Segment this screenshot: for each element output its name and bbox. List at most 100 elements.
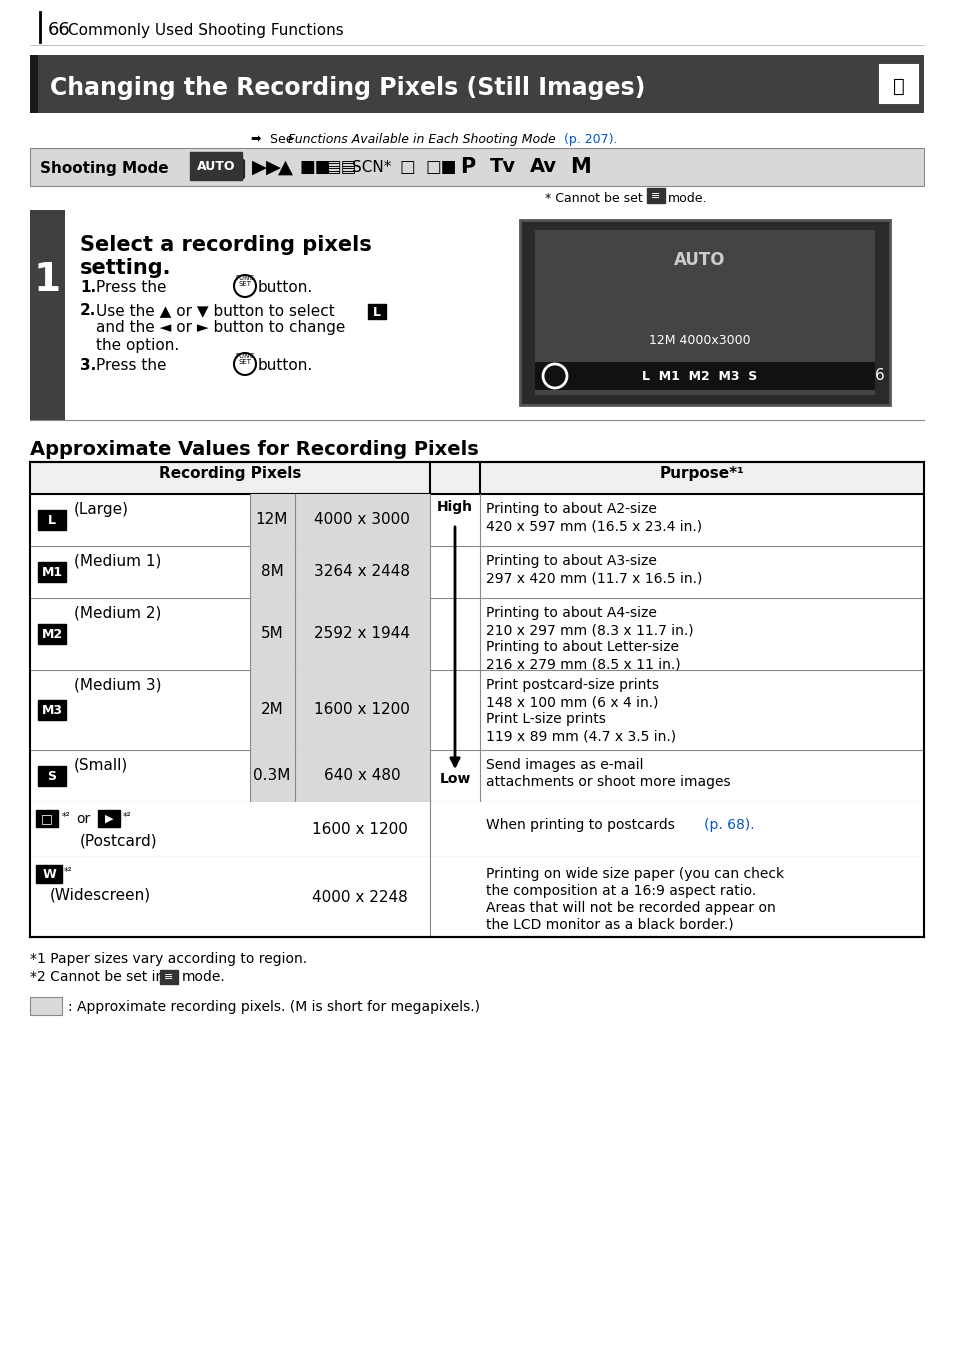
Text: L: L xyxy=(373,305,380,319)
Bar xyxy=(30,55,38,113)
Bar xyxy=(36,810,58,827)
Text: or: or xyxy=(76,812,91,826)
Text: Use the ▲ or ▼ button to select: Use the ▲ or ▼ button to select xyxy=(96,303,335,317)
Text: AUTO: AUTO xyxy=(194,161,242,176)
Bar xyxy=(250,751,430,802)
Text: *2 Cannot be set in: *2 Cannot be set in xyxy=(30,970,164,985)
Text: Press the: Press the xyxy=(96,280,167,295)
Text: and the ◄ or ► button to change: and the ◄ or ► button to change xyxy=(96,320,345,335)
Text: FUNC
SET: FUNC SET xyxy=(235,352,254,366)
Text: the option.: the option. xyxy=(96,338,179,352)
Bar xyxy=(98,810,120,827)
Text: S: S xyxy=(48,769,56,783)
Text: the composition at a 16:9 aspect ratio.: the composition at a 16:9 aspect ratio. xyxy=(485,884,756,898)
Text: (p. 207).: (p. 207). xyxy=(559,133,617,147)
Text: (Postcard): (Postcard) xyxy=(80,834,157,849)
Bar xyxy=(30,802,923,857)
Text: 66: 66 xyxy=(48,22,71,39)
Text: ▲: ▲ xyxy=(277,157,293,176)
Text: Printing to about A3-size: Printing to about A3-size xyxy=(485,554,657,568)
Text: Recording Pixels: Recording Pixels xyxy=(158,465,301,482)
Text: M1: M1 xyxy=(41,565,63,578)
Bar xyxy=(250,670,430,751)
Text: (Medium 2): (Medium 2) xyxy=(74,607,161,621)
Bar xyxy=(30,857,923,937)
Text: Printing on wide size paper (you can check: Printing on wide size paper (you can che… xyxy=(485,868,783,881)
Text: ➡: ➡ xyxy=(250,133,260,147)
Text: : Approximate recording pixels. (M is short for megapixels.): : Approximate recording pixels. (M is sh… xyxy=(68,999,479,1014)
Text: attachments or shoot more images: attachments or shoot more images xyxy=(485,775,730,790)
Text: Approximate Values for Recording Pixels: Approximate Values for Recording Pixels xyxy=(30,440,478,459)
Bar xyxy=(30,997,62,1015)
Text: Printing to about A4-size: Printing to about A4-size xyxy=(485,607,657,620)
Text: Print L-size prints: Print L-size prints xyxy=(485,712,605,726)
Text: the LCD monitor as a black border.): the LCD monitor as a black border.) xyxy=(485,919,733,932)
Text: ▶▶: ▶▶ xyxy=(252,157,282,176)
Bar xyxy=(30,55,923,113)
Text: L: L xyxy=(48,514,56,526)
Text: * Cannot be set in: * Cannot be set in xyxy=(544,192,658,204)
Text: Press the: Press the xyxy=(96,358,167,373)
Text: M: M xyxy=(569,157,590,178)
Text: Shooting Mode: Shooting Mode xyxy=(40,161,169,176)
Text: Changing the Recording Pixels (Still Images): Changing the Recording Pixels (Still Ima… xyxy=(50,77,644,100)
Bar xyxy=(38,767,66,785)
Text: button.: button. xyxy=(257,280,313,295)
Text: M3: M3 xyxy=(42,703,63,717)
Text: AUTO: AUTO xyxy=(196,160,235,174)
Text: *²: *² xyxy=(64,868,72,877)
Text: (Large): (Large) xyxy=(74,502,129,516)
Text: Select a recording pixels: Select a recording pixels xyxy=(80,235,372,256)
Text: 12M: 12M xyxy=(255,512,288,527)
Bar xyxy=(38,624,66,644)
Text: mode.: mode. xyxy=(667,192,707,204)
Text: Functions Available in Each Shooting Mode: Functions Available in Each Shooting Mod… xyxy=(288,133,556,147)
Text: ▶: ▶ xyxy=(105,814,113,824)
Text: 640 x 480: 640 x 480 xyxy=(323,768,400,784)
Text: □: □ xyxy=(41,812,52,826)
Text: 2M: 2M xyxy=(260,702,283,717)
Text: 12M 4000x3000: 12M 4000x3000 xyxy=(648,334,750,347)
Text: Print postcard-size prints: Print postcard-size prints xyxy=(485,678,659,691)
Bar xyxy=(535,362,874,390)
Text: 210 x 297 mm (8.3 x 11.7 in.): 210 x 297 mm (8.3 x 11.7 in.) xyxy=(485,623,693,638)
Text: ▤▤: ▤▤ xyxy=(326,157,357,176)
Text: Areas that will not be recorded appear on: Areas that will not be recorded appear o… xyxy=(485,901,775,915)
Text: Av: Av xyxy=(530,157,557,176)
Text: 📷: 📷 xyxy=(892,77,904,95)
Text: Tv: Tv xyxy=(490,157,516,176)
Text: button.: button. xyxy=(257,358,313,373)
Bar xyxy=(36,865,62,884)
Text: AUTO: AUTO xyxy=(674,252,725,269)
Text: Printing to about Letter-size: Printing to about Letter-size xyxy=(485,640,679,654)
Bar xyxy=(30,461,923,494)
Text: L  M1  M2  M3  S: L M1 M2 M3 S xyxy=(641,370,757,382)
Text: *1 Paper sizes vary according to region.: *1 Paper sizes vary according to region. xyxy=(30,952,307,966)
Text: See: See xyxy=(270,133,297,147)
Text: 8M: 8M xyxy=(260,565,283,580)
Text: 1.: 1. xyxy=(80,280,96,295)
Bar xyxy=(190,152,242,180)
Text: Send images as e-mail: Send images as e-mail xyxy=(485,759,643,772)
Text: 0.3M: 0.3M xyxy=(253,768,291,784)
Text: Purpose*¹: Purpose*¹ xyxy=(659,465,743,482)
Text: Commonly Used Shooting Functions: Commonly Used Shooting Functions xyxy=(68,23,343,38)
Text: 1600 x 1200: 1600 x 1200 xyxy=(314,702,410,717)
Text: SCN*: SCN* xyxy=(352,160,391,175)
Bar xyxy=(250,599,430,670)
Text: (Medium 3): (Medium 3) xyxy=(74,678,161,693)
Bar xyxy=(535,230,874,395)
Text: Low: Low xyxy=(438,772,470,785)
Text: 1: 1 xyxy=(33,261,60,299)
Text: (Widescreen): (Widescreen) xyxy=(50,886,151,902)
Bar xyxy=(38,510,66,530)
Bar xyxy=(368,304,386,319)
Text: FUNC
SET: FUNC SET xyxy=(235,274,254,288)
Bar xyxy=(646,188,664,203)
Text: *²: *² xyxy=(123,812,132,822)
Text: M2: M2 xyxy=(41,628,63,640)
Text: 2592 x 1944: 2592 x 1944 xyxy=(314,627,410,642)
Bar xyxy=(38,699,66,720)
Bar xyxy=(38,562,66,582)
Text: setting.: setting. xyxy=(80,258,172,278)
